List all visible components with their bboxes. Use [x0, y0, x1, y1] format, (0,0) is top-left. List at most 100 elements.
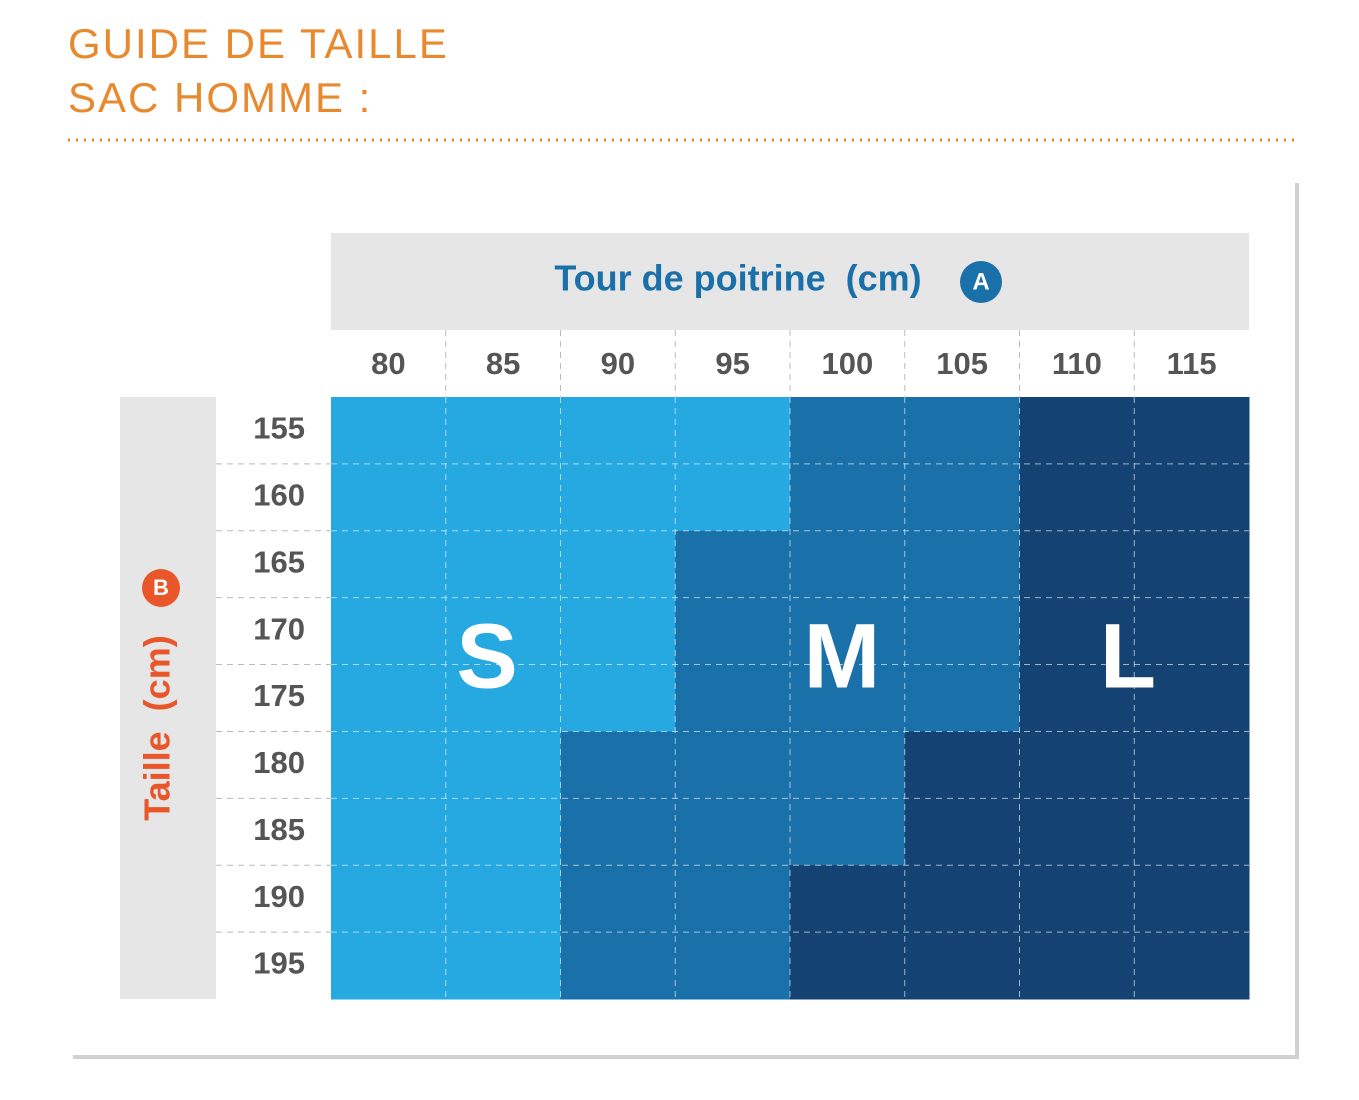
size-cell [331, 597, 447, 666]
size-cell [1019, 397, 1135, 465]
size-cell [1134, 932, 1250, 1000]
size-cell [445, 798, 561, 866]
size-cell [904, 798, 1020, 866]
column-label: 90 [601, 346, 635, 381]
size-cell [445, 397, 561, 465]
frame [73, 183, 1299, 1059]
row-label: 160 [253, 478, 305, 513]
column-header-band [331, 233, 1249, 330]
size-cell [1019, 530, 1135, 599]
size-cell [904, 932, 1020, 1000]
size-cell [1134, 731, 1250, 799]
size-cell [1019, 731, 1135, 799]
size-cell [331, 530, 447, 599]
size-cell [675, 530, 791, 599]
row-label: 175 [253, 678, 305, 713]
size-cell [790, 530, 906, 599]
size-cell [560, 597, 676, 666]
size-cell [1019, 597, 1135, 666]
size-cell [560, 865, 676, 933]
size-label: S [456, 605, 517, 707]
row-header-band [120, 397, 216, 999]
size-cell [560, 798, 676, 866]
size-cell [560, 932, 676, 1000]
size-cell [790, 597, 906, 666]
size-label: M [804, 605, 881, 707]
size-cell [1019, 865, 1135, 933]
size-cell [560, 664, 676, 732]
size-cell [790, 397, 906, 465]
size-cell [560, 397, 676, 465]
size-cell [675, 597, 791, 666]
size-cell [560, 463, 676, 532]
size-cell [1019, 664, 1135, 732]
column-header: Tour de poitrine (cm) [554, 258, 921, 299]
size-cell [445, 530, 561, 599]
size-cell [1134, 664, 1250, 732]
size-cell [790, 731, 906, 799]
size-cell [445, 664, 561, 732]
size-cell [904, 397, 1020, 465]
badge-label: B [153, 575, 169, 600]
column-label: 95 [715, 346, 749, 381]
size-cell [1134, 463, 1250, 532]
size-cell [790, 463, 906, 532]
column-label: 115 [1167, 346, 1217, 381]
size-cell [675, 397, 791, 465]
grid: 80 85 90 95 100 105 110 115 155 160 165 170 175 180 18… [216, 330, 1250, 1000]
size-cell [904, 664, 1020, 732]
size-cell [675, 865, 791, 933]
size-cell [1134, 798, 1250, 866]
size-cell [560, 731, 676, 799]
size-cell [675, 731, 791, 799]
size-cell [790, 798, 906, 866]
size-cell [445, 865, 561, 933]
size-cell [790, 865, 906, 933]
size-cell [1019, 798, 1135, 866]
title-line: GUIDE DE TAILLE [68, 20, 449, 67]
row-label: 170 [253, 611, 305, 646]
badge-label: A [972, 268, 989, 295]
size-cell [445, 597, 561, 666]
column-label: 80 [371, 346, 405, 381]
row-label: 195 [253, 946, 305, 981]
size-cell [331, 932, 447, 1000]
size-cell [675, 463, 791, 532]
column-label: 105 [936, 346, 988, 381]
size-cell [675, 798, 791, 866]
size-cell [331, 798, 447, 866]
size-cell [790, 664, 906, 732]
size-cell [331, 865, 447, 933]
size-cell [904, 731, 1020, 799]
column-label: 110 [1052, 346, 1102, 381]
row-label: 155 [253, 411, 305, 446]
size-cell [904, 530, 1020, 599]
size-cell [1134, 597, 1250, 666]
size-cell [445, 463, 561, 532]
size-cell [445, 731, 561, 799]
size-cell [445, 932, 561, 1000]
row-label: 180 [253, 745, 305, 780]
size-cell [1134, 530, 1250, 599]
title-line: SAC HOMME : [68, 74, 372, 121]
row-label: 190 [253, 879, 305, 914]
badge [142, 569, 180, 607]
size-cell [675, 664, 791, 732]
column-label: 85 [486, 346, 520, 381]
row-label: 165 [253, 544, 305, 579]
size-cell [1019, 463, 1135, 532]
size-cell [904, 597, 1020, 666]
row-label: 185 [253, 812, 305, 847]
size-cell [904, 463, 1020, 532]
size-cell [1019, 932, 1135, 1000]
size-cell [331, 397, 447, 465]
size-cell [560, 530, 676, 599]
size-cell [331, 664, 447, 732]
size-cell [331, 731, 447, 799]
size-cell [675, 932, 791, 1000]
size-cell [1134, 865, 1250, 933]
size-cell [331, 463, 447, 532]
size-label: L [1100, 605, 1156, 707]
